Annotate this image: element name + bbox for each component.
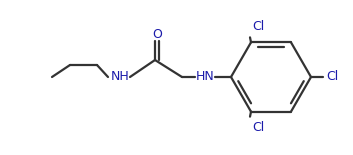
- Text: Cl: Cl: [252, 20, 264, 33]
- Text: Cl: Cl: [252, 121, 264, 134]
- Text: O: O: [152, 27, 162, 40]
- Text: HN: HN: [196, 71, 214, 84]
- Text: Cl: Cl: [326, 71, 338, 84]
- Text: NH: NH: [110, 71, 130, 84]
